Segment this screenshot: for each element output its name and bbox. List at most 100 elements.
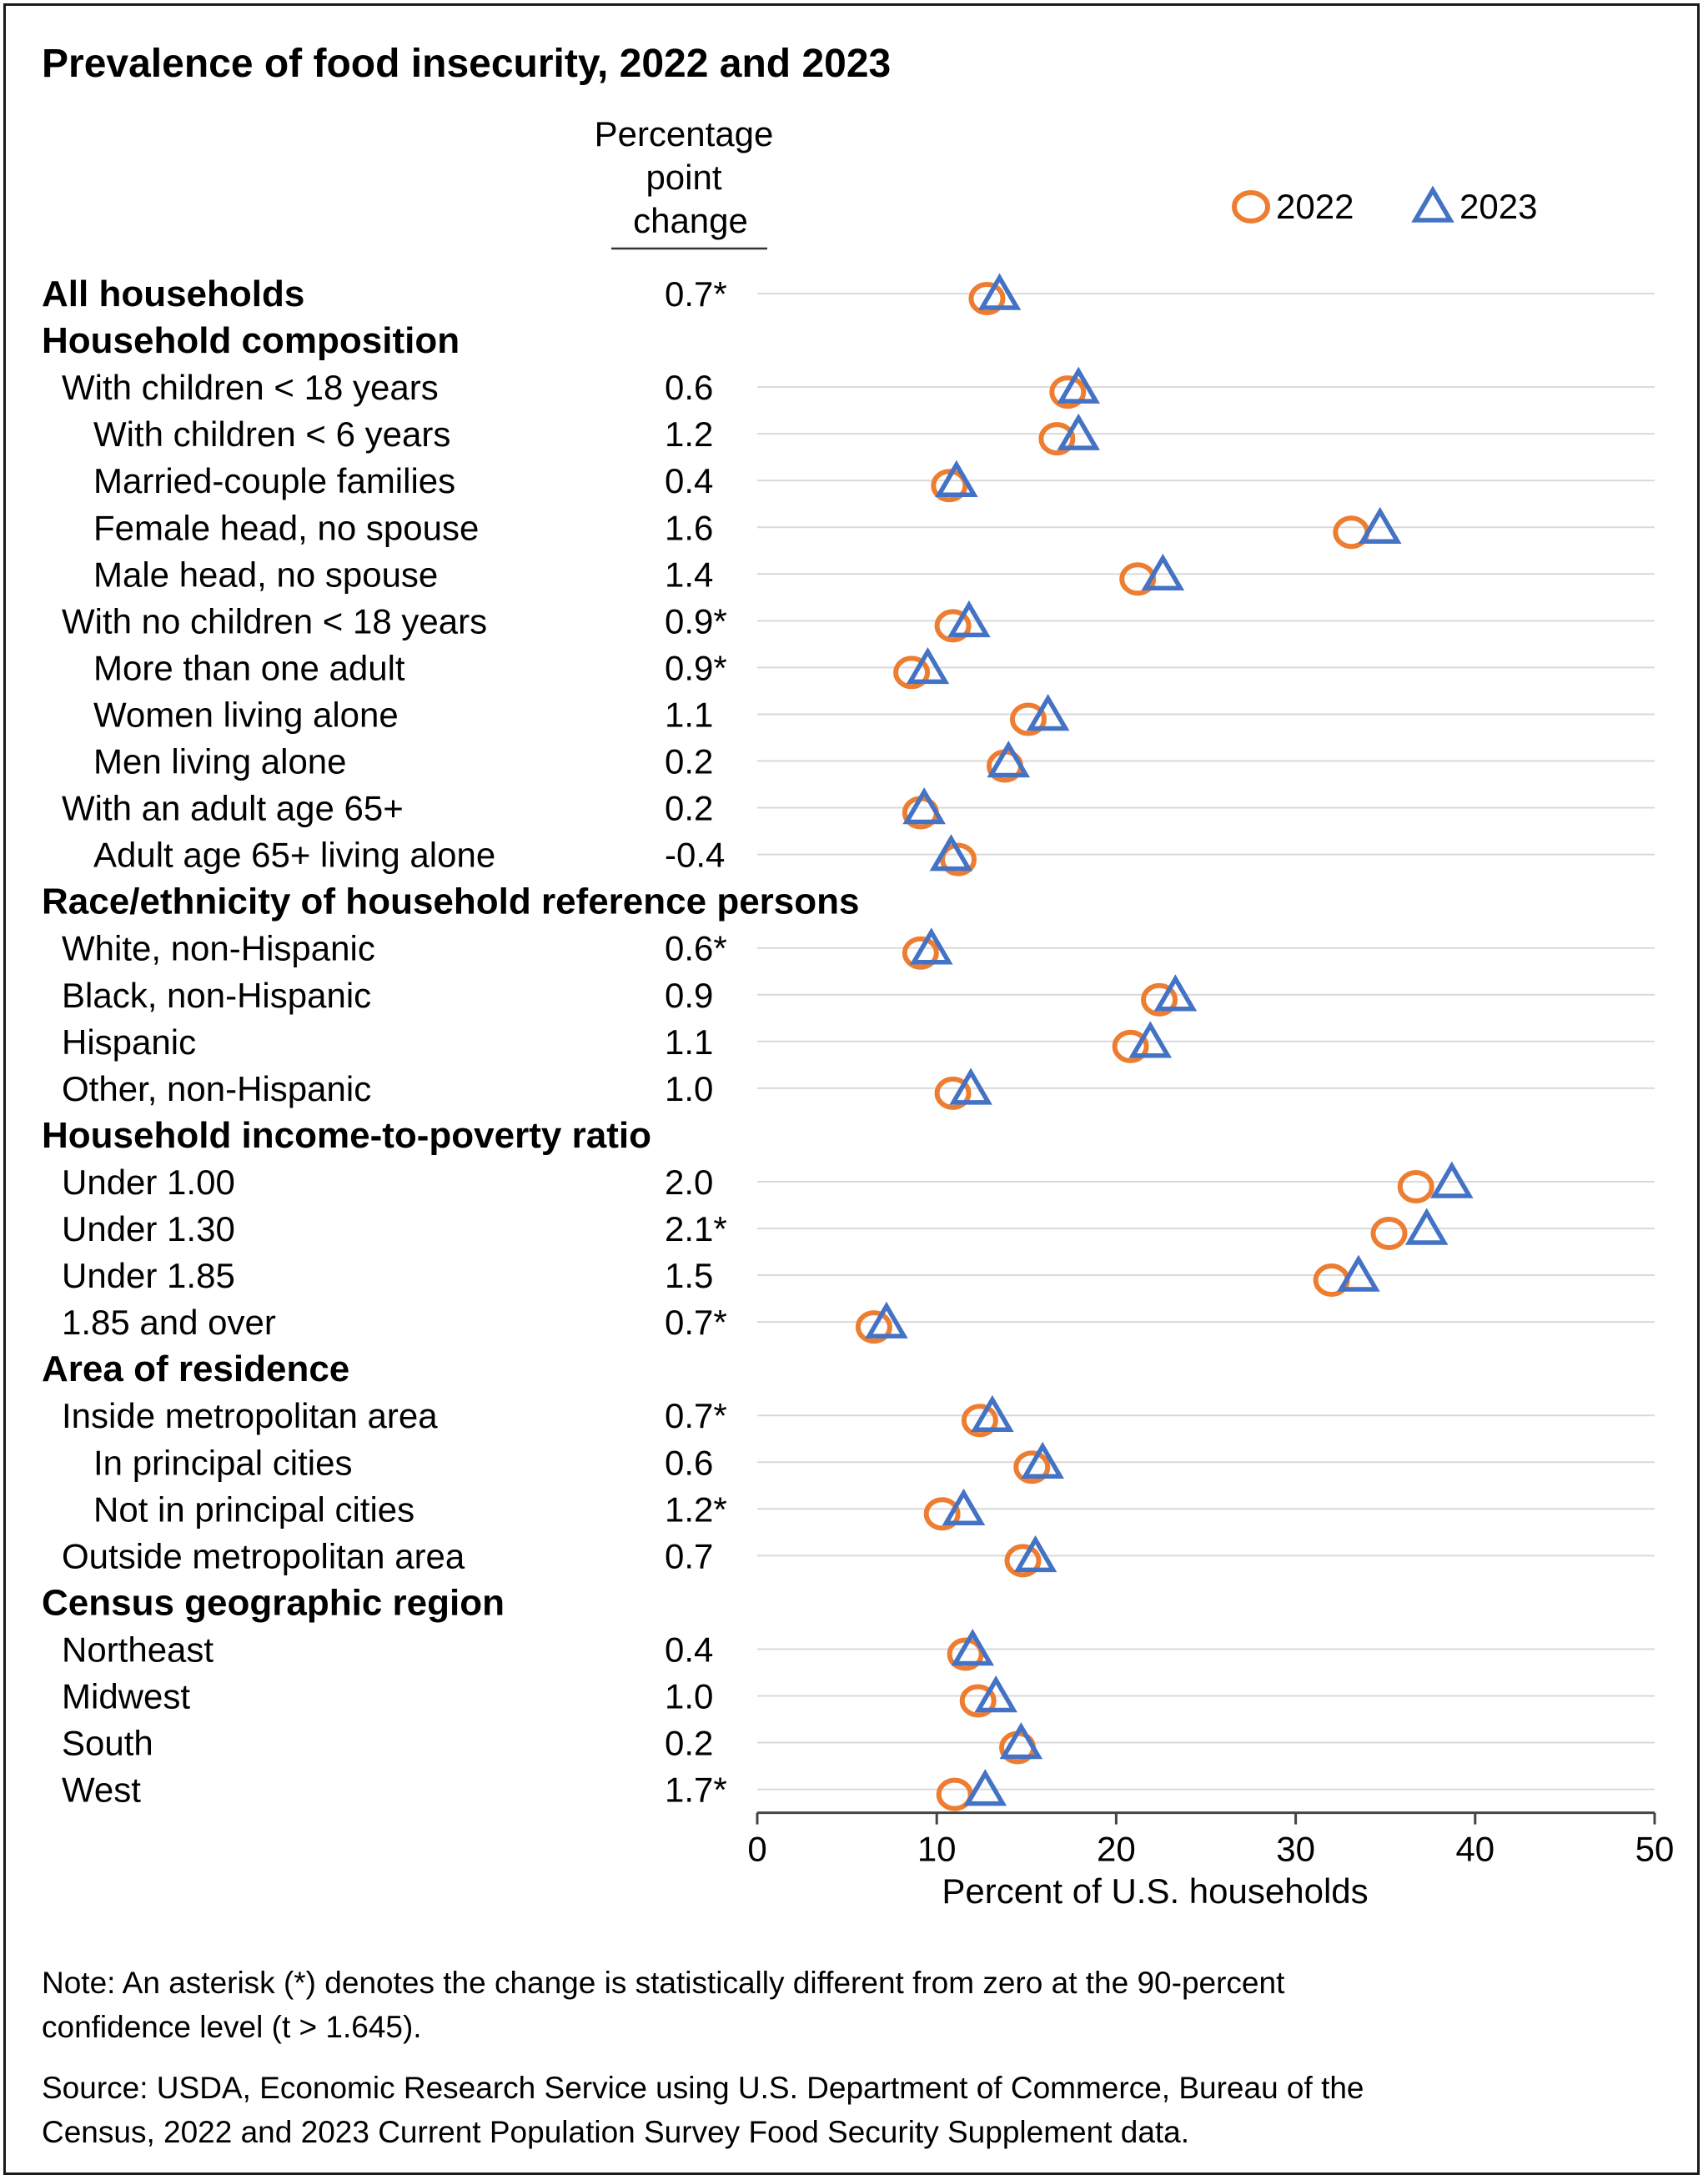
- change-header-line-2: point: [646, 158, 721, 197]
- note-line-2: confidence level (t > 1.645).: [42, 2010, 422, 2044]
- row-label-south: South: [62, 1724, 153, 1763]
- section-header-area-of-residence: Area of residence: [42, 1349, 349, 1389]
- point-2022-white-non-hispanic: [902, 936, 939, 970]
- row-label-with-no-children-18-years: With no children < 18 years: [62, 601, 487, 640]
- point-2023-other-non-hispanic: [949, 1067, 992, 1105]
- point-2022-not-in-principal-cities: [923, 1497, 961, 1531]
- section-header-census-geographic-region: Census geographic region: [42, 1582, 505, 1623]
- point-2022-more-than-one-adult: [893, 656, 931, 690]
- x-tick-label-0: 0: [747, 1830, 766, 1869]
- point-2023-with-children-18-years: [1057, 366, 1100, 404]
- row-labels: All households Household composition With …: [42, 274, 859, 1810]
- row-label-1-85-and-over: 1.85 and over: [62, 1303, 276, 1342]
- row-label-female-head-no-spouse: Female head, no spouse: [93, 508, 479, 547]
- change-values: 0.7* 0.6 1.2 0.4 1.6 1.4 0.9* 0.9* 1.1 0.2 0.2 -0.4…: [665, 274, 727, 1810]
- change-header-line-1: Percentage: [595, 114, 774, 153]
- change-value-female-head-no-spouse: 1.6: [665, 508, 713, 547]
- change-value-south: 0.2: [665, 1724, 713, 1763]
- change-value-northeast: 0.4: [665, 1630, 713, 1669]
- change-value-under-1-85: 1.5: [665, 1256, 713, 1295]
- change-value-midwest: 1.0: [665, 1677, 713, 1716]
- section-header-household-income-to-poverty-ratio: Household income-to-poverty ratio: [42, 1115, 651, 1156]
- change-value-under-1-30: 2.1*: [665, 1209, 727, 1248]
- point-2023-with-children-6-years: [1057, 413, 1100, 450]
- change-value-with-no-children-18-years: 0.9*: [665, 601, 727, 640]
- gridlines: [757, 293, 1655, 1791]
- change-value-under-1-00: 2.0: [665, 1163, 713, 1202]
- legend: 2022 2023: [1232, 185, 1537, 226]
- point-2023-outside-metropolitan-area: [1013, 1535, 1057, 1573]
- row-label-in-principal-cities: In principal cities: [93, 1443, 352, 1482]
- legend-2023-marker: [1411, 185, 1454, 223]
- row-label-inside-metropolitan-area: Inside metropolitan area: [62, 1396, 438, 1435]
- point-2023-under-1-30: [1404, 1208, 1449, 1245]
- point-2023-adult-age-65-living-alone: [929, 834, 973, 871]
- row-label-midwest: Midwest: [62, 1677, 190, 1716]
- row-label-women-living-alone: Women living alone: [93, 695, 399, 734]
- point-2022-under-1-00: [1397, 1169, 1434, 1203]
- point-2023-women-living-alone: [1026, 693, 1070, 731]
- row-label-male-head-no-spouse: Male head, no spouse: [93, 555, 438, 594]
- row-label-with-children-6-years: With children < 6 years: [93, 414, 450, 454]
- point-2022-with-no-children-18-years: [934, 609, 972, 643]
- row-label-not-in-principal-cities: Not in principal cities: [93, 1489, 414, 1529]
- point-2023-men-living-alone: [987, 741, 1031, 778]
- point-2023-female-head-no-spouse: [1358, 506, 1402, 544]
- change-value-all-households: 0.7*: [665, 274, 727, 314]
- source-line-1: Source: USDA, Economic Research Service …: [42, 2071, 1364, 2105]
- point-2023-under-1-00: [1430, 1161, 1474, 1198]
- point-2023-under-1-85: [1337, 1254, 1380, 1292]
- x-tick-label-30: 30: [1276, 1830, 1315, 1869]
- data-points: [855, 273, 1474, 1811]
- change-value-west: 1.7*: [665, 1771, 727, 1810]
- point-2022-women-living-alone: [1009, 702, 1047, 736]
- row-label-hispanic: Hispanic: [62, 1022, 196, 1062]
- row-label-all-households: All households: [42, 274, 304, 314]
- x-tick-label-40: 40: [1455, 1830, 1494, 1869]
- point-2023-west: [963, 1769, 1007, 1806]
- change-value-with-children-18-years: 0.6: [665, 368, 713, 407]
- point-2022-adult-age-65-living-alone: [940, 842, 977, 877]
- point-2023-with-no-children-18-years: [947, 600, 991, 638]
- point-2023-more-than-one-adult: [906, 646, 950, 685]
- row-label-northeast: Northeast: [62, 1630, 214, 1669]
- point-2022-1-85-and-over: [855, 1310, 892, 1344]
- change-header-line-3: change: [633, 201, 748, 240]
- change-value-male-head-no-spouse: 1.4: [665, 555, 713, 594]
- change-value-not-in-principal-cities: 1.2*: [665, 1489, 727, 1529]
- point-2022-inside-metropolitan-area: [961, 1404, 998, 1438]
- figure-frame: [3, 3, 1700, 2175]
- point-2022-midwest: [959, 1684, 997, 1718]
- chart-title: Prevalence of food insecurity, 2022 and …: [42, 42, 891, 86]
- point-2023-married-couple-families: [935, 460, 978, 497]
- row-label-adult-age-65-living-alone: Adult age 65+ living alone: [93, 836, 495, 875]
- change-value-in-principal-cities: 0.6: [665, 1443, 713, 1482]
- point-2023-1-85-and-over: [865, 1301, 908, 1339]
- point-2023-male-head-no-spouse: [1141, 553, 1185, 591]
- section-header-race-ethnicity-of-household-reference-persons: Race/ethnicity of household reference pe…: [42, 882, 859, 922]
- point-2022-married-couple-families: [931, 469, 968, 503]
- change-value-adult-age-65-living-alone: -0.4: [665, 836, 725, 875]
- row-label-married-couple-families: Married-couple families: [93, 461, 455, 500]
- row-label-under-1-85: Under 1.85: [62, 1256, 235, 1295]
- row-label-more-than-one-adult: More than one adult: [93, 648, 405, 687]
- point-2023-hispanic: [1128, 1021, 1173, 1058]
- change-value-white-non-hispanic: 0.6*: [665, 929, 727, 968]
- change-value-outside-metropolitan-area: 0.7: [665, 1536, 713, 1575]
- x-tick-label-50: 50: [1635, 1830, 1675, 1869]
- change-value-other-non-hispanic: 1.0: [665, 1069, 713, 1108]
- row-label-with-children-18-years: With children < 18 years: [62, 368, 439, 407]
- x-axis-title: Percent of U.S. households: [942, 1871, 1368, 1911]
- legend-2023-label: 2023: [1459, 187, 1537, 226]
- x-axis: 0 10 20 30 40 50: [747, 1811, 1675, 1869]
- point-2022-northeast: [947, 1637, 984, 1671]
- section-header-household-composition: Household composition: [42, 320, 460, 361]
- row-label-with-an-adult-age-65: With an adult age 65+: [62, 789, 404, 828]
- change-value-men-living-alone: 0.2: [665, 742, 713, 781]
- point-2022-under-1-30: [1370, 1217, 1408, 1250]
- row-label-under-1-00: Under 1.00: [62, 1163, 235, 1202]
- change-value-inside-metropolitan-area: 0.7*: [665, 1396, 727, 1435]
- change-value-hispanic: 1.1: [665, 1022, 713, 1062]
- change-value-women-living-alone: 1.1: [665, 695, 713, 734]
